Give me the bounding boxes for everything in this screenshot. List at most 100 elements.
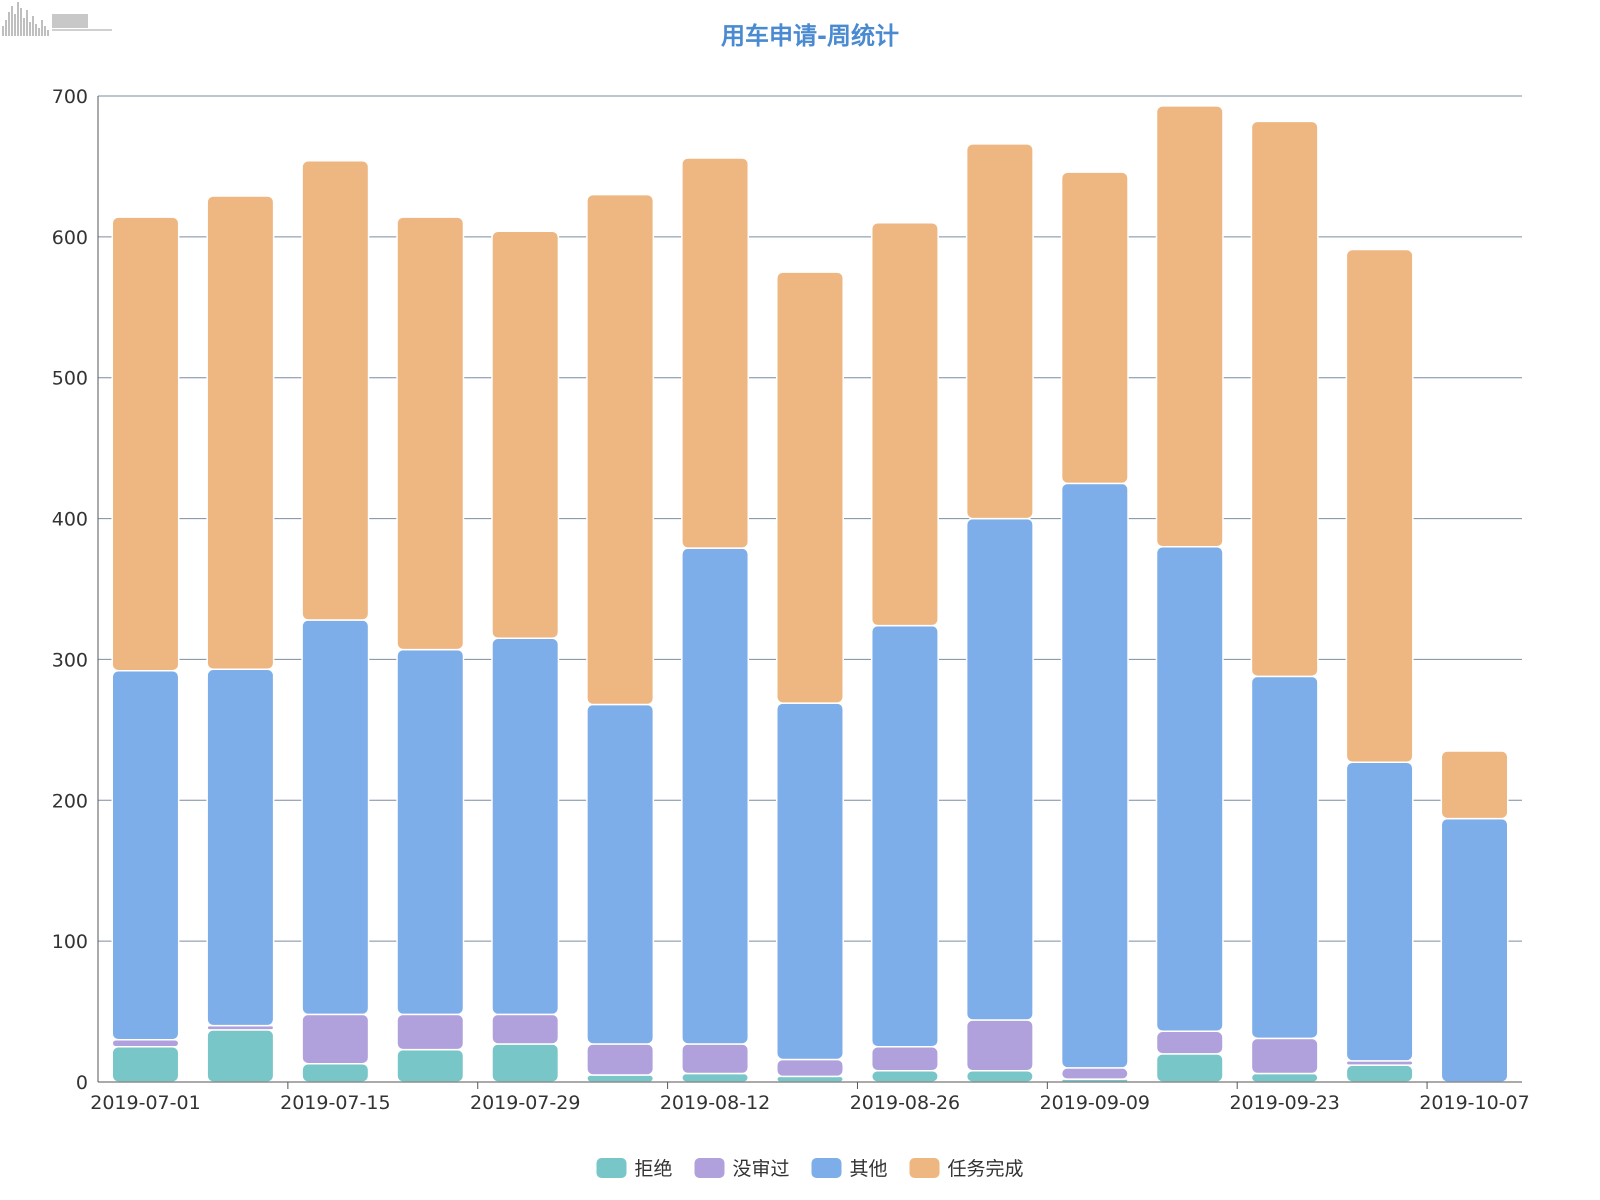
- legend-swatch: [694, 1158, 725, 1178]
- bar-segment-拒绝-2019-07-29: [491, 1043, 560, 1083]
- logo-bar: [41, 20, 43, 36]
- bar-segment-没审过-2019-09-16: [1155, 1030, 1224, 1055]
- bar-segment-拒绝-2019-08-26: [870, 1069, 939, 1083]
- bar-segment-任务完成-2019-08-26: [870, 222, 939, 627]
- bar-segment-任务完成-2019-07-22: [396, 216, 465, 651]
- logo-bar: [29, 22, 31, 36]
- x-tick-label: 2019-09-09: [1040, 1092, 1150, 1114]
- bar-segment-没审过-2019-09-09: [1060, 1067, 1129, 1080]
- logo-underline: [52, 29, 112, 31]
- legend-label: 没审过: [733, 1158, 790, 1180]
- logo-bar: [35, 24, 37, 36]
- legend-label: 任务完成: [948, 1158, 1024, 1180]
- bar-segment-其他-2019-08-26: [870, 624, 939, 1048]
- y-tick-label: 100: [52, 931, 88, 953]
- y-tick-label: 400: [52, 509, 88, 531]
- bar-segment-其他-2019-08-19: [776, 702, 844, 1061]
- x-tick-label: 2019-10-07: [1419, 1092, 1529, 1114]
- bar-segment-任务完成-2019-07-15: [301, 160, 370, 621]
- bar-segment-任务完成-2019-08-19: [776, 271, 844, 704]
- bar-segment-拒绝-2019-09-30: [1345, 1064, 1414, 1083]
- logo-bar: [44, 26, 46, 36]
- bar-segment-任务完成-2019-07-01: [111, 216, 180, 672]
- y-tick-label: 300: [52, 649, 88, 671]
- bar-segment-其他-2019-08-05: [586, 703, 655, 1045]
- x-tick-label: 2019-07-29: [470, 1092, 580, 1114]
- legend-item-没审过[interactable]: 没审过: [694, 1158, 790, 1180]
- bar-segment-拒绝-2019-09-23: [1250, 1072, 1319, 1083]
- bar-segment-任务完成-2019-07-29: [491, 230, 560, 640]
- bar-segment-拒绝-2019-07-01: [111, 1046, 180, 1083]
- bar-segment-任务完成-2019-09-30: [1345, 248, 1414, 764]
- bar-segment-拒绝-2019-08-12: [681, 1072, 750, 1083]
- logo-bar: [14, 14, 16, 36]
- bar-segment-任务完成-2019-08-12: [681, 157, 750, 549]
- bar-segment-没审过-2019-09-02: [965, 1019, 1034, 1072]
- logo-bar: [2, 26, 4, 36]
- bar-segment-其他-2019-07-29: [491, 637, 560, 1016]
- x-tick-label: 2019-09-23: [1229, 1092, 1339, 1114]
- bar-segment-拒绝-2019-07-15: [301, 1062, 370, 1083]
- bar-segment-没审过-2019-08-26: [870, 1046, 939, 1072]
- bar-segment-拒绝-2019-07-08: [206, 1029, 275, 1083]
- legend-label: 其他: [850, 1158, 888, 1180]
- logo-bar: [26, 10, 28, 36]
- bar-segment-没审过-2019-08-05: [586, 1043, 655, 1076]
- bar-segment-其他-2019-07-01: [111, 669, 180, 1041]
- bar-segment-没审过-2019-07-15: [301, 1013, 370, 1065]
- y-tick-label: 700: [52, 86, 88, 108]
- chart-title: 用车申请-周统计: [721, 22, 899, 50]
- bar-segment-拒绝-2019-07-22: [396, 1048, 465, 1083]
- legend-swatch: [596, 1158, 627, 1178]
- bar-segment-任务完成-2019-09-16: [1155, 105, 1224, 548]
- bar-segment-任务完成-2019-07-08: [206, 195, 275, 671]
- legend-swatch: [811, 1158, 842, 1178]
- logo-bar: [11, 6, 13, 36]
- bar-segment-任务完成-2019-10-07: [1440, 750, 1509, 820]
- logo-bar: [17, 2, 19, 36]
- bar-segment-没审过-2019-09-23: [1250, 1037, 1319, 1075]
- bar-segment-任务完成-2019-09-23: [1250, 120, 1319, 678]
- legend: 拒绝 没审过 其他 任务完成: [596, 1158, 1024, 1180]
- bar-segment-拒绝-2019-08-19: [776, 1075, 844, 1083]
- logo-icon: [2, 2, 112, 36]
- bar-segment-其他-2019-07-22: [396, 648, 465, 1016]
- logo-bar: [23, 18, 25, 36]
- legend-item-任务完成[interactable]: 任务完成: [909, 1158, 1024, 1180]
- y-axis: 0 100 200 300 400 500 600 700: [52, 86, 99, 1094]
- x-tick-label: 2019-08-26: [850, 1092, 960, 1114]
- bar-segment-没审过-2019-07-01: [111, 1038, 180, 1048]
- bar-segment-没审过-2019-08-19: [776, 1058, 844, 1078]
- bar-segment-其他-2019-08-12: [681, 547, 750, 1045]
- bar-segment-其他-2019-09-16: [1155, 545, 1224, 1033]
- legend-item-拒绝[interactable]: 拒绝: [596, 1158, 673, 1180]
- logo-bar: [47, 30, 49, 36]
- bar-segment-拒绝-2019-08-05: [586, 1074, 655, 1083]
- bar-segment-其他-2019-07-15: [301, 619, 370, 1016]
- x-tick-label: 2019-07-01: [90, 1092, 200, 1114]
- bar-segment-没审过-2019-08-12: [681, 1043, 750, 1075]
- y-tick-label: 0: [76, 1072, 88, 1094]
- x-tick-label: 2019-07-15: [280, 1092, 390, 1114]
- bar-segment-拒绝-2019-09-16: [1155, 1053, 1224, 1083]
- bar-segment-其他-2019-09-09: [1060, 482, 1129, 1069]
- logo-bar: [32, 16, 34, 36]
- bar-segment-其他-2019-09-02: [965, 517, 1034, 1021]
- y-tick-label: 500: [52, 368, 88, 390]
- bar-segment-任务完成-2019-08-05: [586, 193, 655, 706]
- logo-bar: [5, 20, 7, 36]
- x-axis: 2019-07-01 2019-07-15 2019-07-29 2019-08-12…: [90, 1081, 1530, 1114]
- logo-bar: [20, 8, 22, 36]
- logo-bar: [38, 28, 40, 36]
- legend-label: 拒绝: [635, 1158, 673, 1180]
- logo-mark: [52, 14, 88, 28]
- bars: [111, 105, 1509, 1083]
- y-tick-label: 600: [52, 227, 88, 249]
- bar-segment-其他-2019-09-23: [1250, 675, 1319, 1040]
- bar-segment-没审过-2019-07-22: [396, 1013, 465, 1051]
- bar-segment-其他-2019-07-08: [206, 668, 275, 1027]
- legend-swatch: [909, 1158, 940, 1178]
- bar-segment-其他-2019-10-07: [1440, 817, 1509, 1083]
- legend-item-其他[interactable]: 其他: [811, 1158, 888, 1180]
